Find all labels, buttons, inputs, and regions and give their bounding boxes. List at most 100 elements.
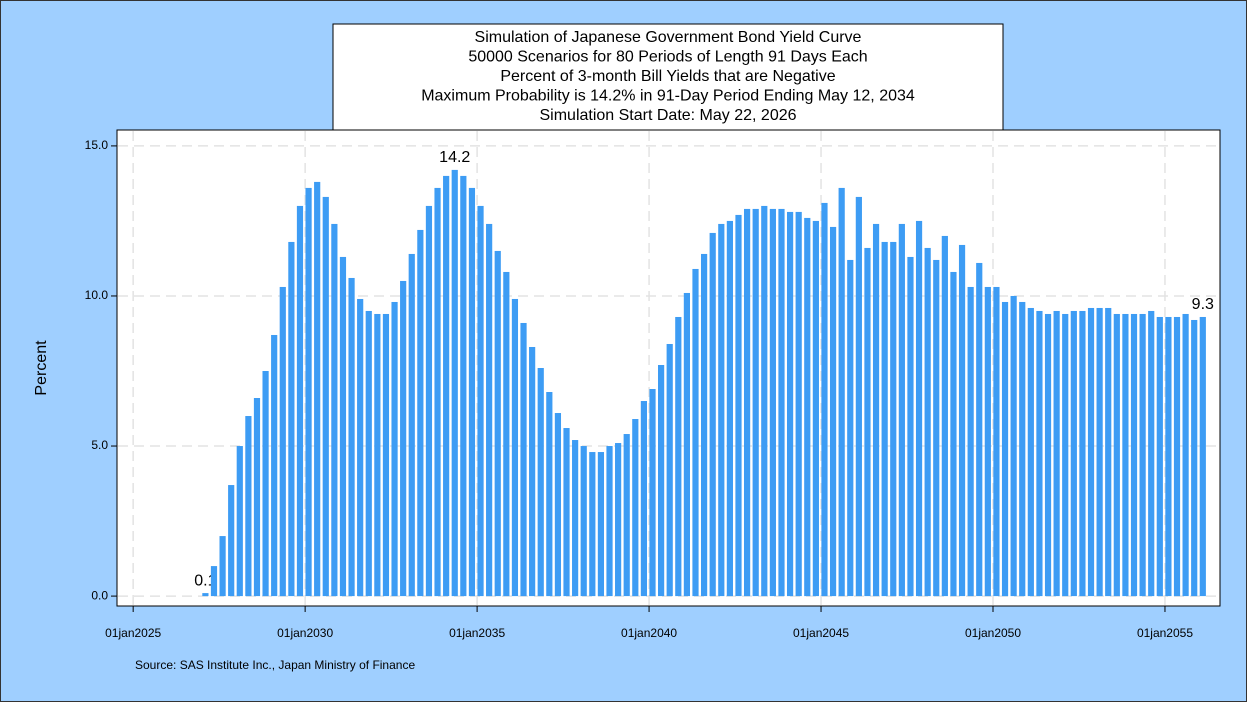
bar xyxy=(1130,313,1138,597)
bar xyxy=(314,181,321,597)
bar xyxy=(296,205,304,597)
y-tick-label: 10.0 xyxy=(85,288,109,302)
bar xyxy=(1191,319,1198,597)
bar xyxy=(374,313,381,597)
bar xyxy=(1096,307,1103,597)
bar xyxy=(855,196,862,597)
bar xyxy=(1156,316,1163,597)
bar xyxy=(468,187,476,597)
title-line: 50000 Scenarios for 80 Periods of Length… xyxy=(468,49,867,66)
bar xyxy=(701,253,708,597)
bar xyxy=(606,446,613,597)
bar xyxy=(1062,313,1069,597)
bar xyxy=(993,286,1000,597)
bar xyxy=(881,241,888,597)
y-tick-label: 15.0 xyxy=(85,138,109,152)
bar xyxy=(1044,313,1052,597)
bar xyxy=(769,208,776,597)
bar xyxy=(838,187,845,597)
bar xyxy=(563,428,570,597)
bar xyxy=(898,223,905,597)
title-box xyxy=(332,23,1004,131)
bar xyxy=(1001,301,1009,597)
bar xyxy=(709,232,716,597)
bar xyxy=(933,259,940,597)
bar xyxy=(752,208,759,597)
bar xyxy=(520,322,527,597)
bar xyxy=(580,446,587,597)
x-tick-label: 01jan2050 xyxy=(965,626,1021,640)
x-tick-label: 01jan2040 xyxy=(621,626,677,640)
bar xyxy=(666,343,673,597)
title-line: Simulation of Japanese Government Bond Y… xyxy=(475,29,862,46)
bar xyxy=(228,485,235,597)
bar xyxy=(219,536,226,597)
bar xyxy=(408,253,415,597)
bar xyxy=(890,241,897,597)
bar xyxy=(348,277,355,597)
bar xyxy=(460,175,467,597)
bar xyxy=(958,244,966,597)
bar xyxy=(1113,313,1120,597)
x-tick-label: 01jan2055 xyxy=(1137,626,1193,640)
bar xyxy=(778,208,785,597)
bar xyxy=(271,334,278,597)
bar xyxy=(546,392,553,597)
bar xyxy=(486,223,493,597)
bar xyxy=(864,247,871,597)
bar xyxy=(1079,310,1086,597)
bar xyxy=(967,286,974,597)
bar xyxy=(339,256,347,597)
bar xyxy=(1087,307,1095,597)
bar xyxy=(1105,307,1112,597)
title: Simulation of Japanese Government Bond Y… xyxy=(421,29,915,124)
y-axis-label: Percent xyxy=(33,340,50,396)
bar xyxy=(950,271,957,597)
bar xyxy=(391,301,398,597)
bar xyxy=(640,401,648,597)
title-line: Maximum Probability is 14.2% in 91-Day P… xyxy=(421,88,915,105)
source-note: Source: SAS Institute Inc., Japan Minist… xyxy=(135,658,415,672)
bar xyxy=(305,187,312,597)
bar xyxy=(597,452,605,597)
bar xyxy=(1010,295,1017,597)
bar xyxy=(1148,310,1155,597)
data-label: 9.3 xyxy=(1192,296,1214,313)
bar xyxy=(1036,310,1043,597)
bar xyxy=(821,202,828,597)
bar xyxy=(915,220,923,597)
bar xyxy=(872,223,880,597)
bar xyxy=(804,217,811,597)
bar xyxy=(847,259,854,597)
bar xyxy=(1019,301,1026,597)
bar xyxy=(357,298,364,597)
bar xyxy=(417,229,424,597)
x-tick-label: 01jan2025 xyxy=(105,626,161,640)
bar xyxy=(589,452,596,597)
bar xyxy=(743,208,751,597)
bar xyxy=(1139,313,1146,597)
bar xyxy=(382,313,390,597)
bar xyxy=(529,346,536,597)
bar xyxy=(976,262,983,597)
bar xyxy=(503,271,510,597)
bar xyxy=(262,371,269,597)
bar xyxy=(718,223,725,597)
bar xyxy=(554,413,562,597)
bar xyxy=(494,250,501,597)
bar xyxy=(1122,313,1129,597)
bar xyxy=(984,286,991,597)
x-tick-label: 01jan2035 xyxy=(449,626,505,640)
bar xyxy=(1070,310,1077,597)
y-tick-label: 5.0 xyxy=(91,438,108,452)
bar xyxy=(907,256,914,597)
bar xyxy=(434,187,441,597)
bar xyxy=(735,214,742,597)
bar xyxy=(365,310,372,597)
bar xyxy=(761,205,768,597)
title-line: Percent of 3-month Bill Yields that are … xyxy=(500,68,835,85)
bar xyxy=(1199,316,1206,597)
bar xyxy=(202,593,209,597)
bar xyxy=(1165,316,1172,597)
